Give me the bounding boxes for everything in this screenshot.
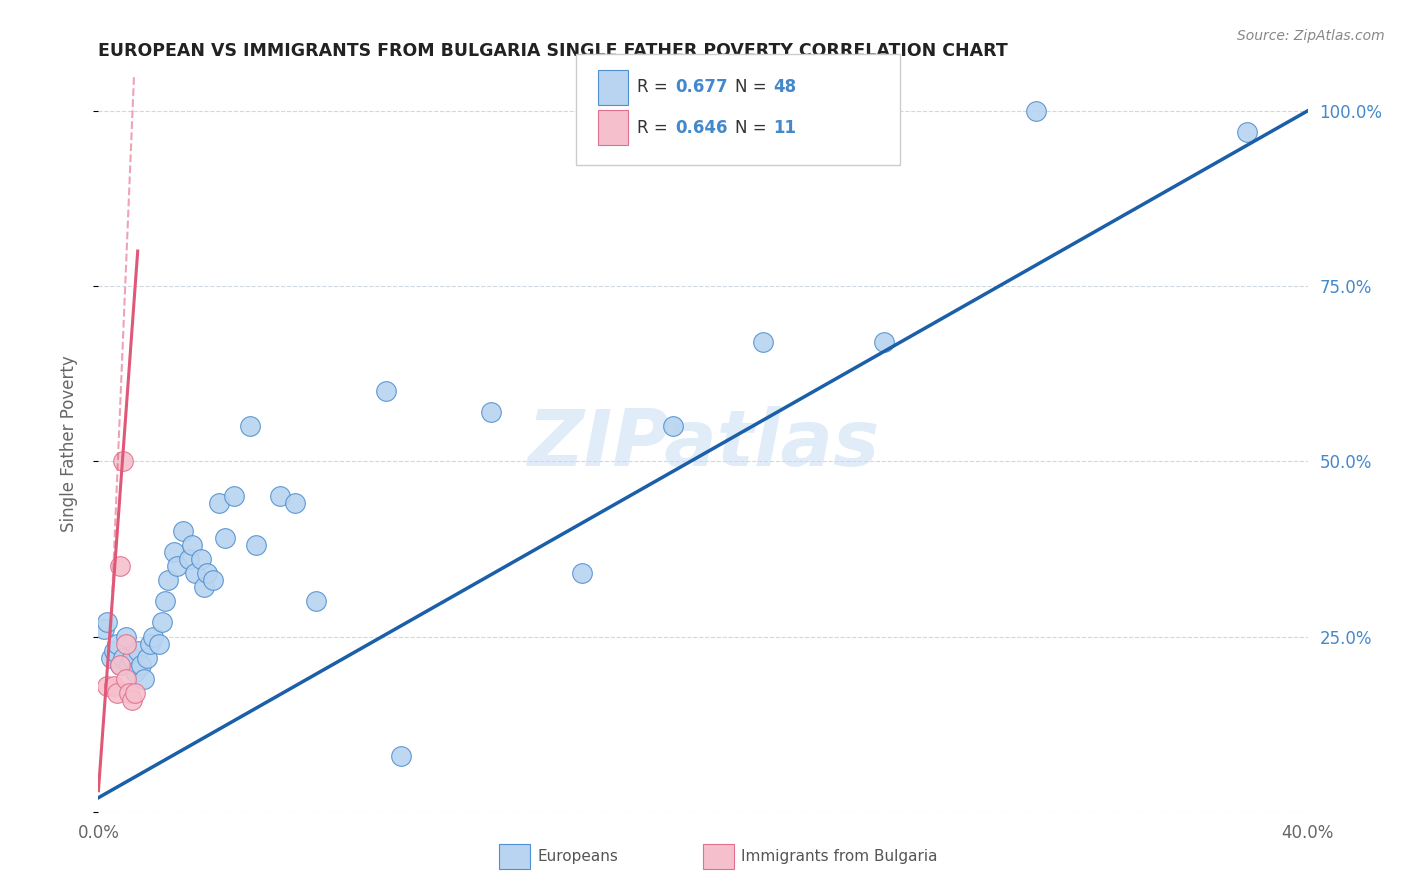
Point xyxy=(153,594,176,608)
Point xyxy=(245,538,267,552)
Point xyxy=(571,566,593,581)
Point xyxy=(150,615,173,630)
Point xyxy=(179,552,201,566)
Text: Immigrants from Bulgaria: Immigrants from Bulgaria xyxy=(741,849,938,863)
Point xyxy=(100,650,122,665)
Point xyxy=(873,335,896,350)
Point xyxy=(181,538,204,552)
Text: N =: N = xyxy=(735,119,772,136)
Point xyxy=(105,685,128,699)
Point xyxy=(202,574,225,588)
Text: N =: N = xyxy=(735,78,772,96)
Point xyxy=(114,672,136,686)
Point xyxy=(752,335,775,350)
Point xyxy=(214,532,236,546)
Point xyxy=(184,566,207,581)
Point xyxy=(166,559,188,574)
Point xyxy=(96,615,118,630)
Text: 11: 11 xyxy=(773,119,796,136)
Point xyxy=(142,630,165,644)
Point xyxy=(103,679,125,693)
Point xyxy=(239,419,262,434)
Point xyxy=(114,636,136,650)
Point xyxy=(105,636,128,650)
Point xyxy=(156,574,179,588)
Point xyxy=(389,748,412,763)
Point xyxy=(118,657,141,672)
Text: 0.646: 0.646 xyxy=(675,119,727,136)
Point xyxy=(1236,125,1258,139)
Point xyxy=(129,657,152,672)
Point xyxy=(195,566,218,581)
Text: Source: ZipAtlas.com: Source: ZipAtlas.com xyxy=(1237,29,1385,43)
Point xyxy=(190,552,212,566)
Point xyxy=(135,650,157,665)
Text: ZIPatlas: ZIPatlas xyxy=(527,406,879,482)
Point xyxy=(114,630,136,644)
Point xyxy=(481,405,503,419)
Point xyxy=(108,657,131,672)
Point xyxy=(121,692,143,706)
Point xyxy=(193,581,215,595)
Point xyxy=(224,489,246,503)
Point xyxy=(305,594,328,608)
Text: EUROPEAN VS IMMIGRANTS FROM BULGARIA SINGLE FATHER POVERTY CORRELATION CHART: EUROPEAN VS IMMIGRANTS FROM BULGARIA SIN… xyxy=(98,43,1008,61)
Point xyxy=(103,643,125,657)
Text: 48: 48 xyxy=(773,78,796,96)
Point xyxy=(108,657,131,672)
Point xyxy=(124,665,146,679)
Point xyxy=(124,685,146,699)
Point xyxy=(127,643,149,657)
Point xyxy=(208,496,231,510)
Point xyxy=(96,679,118,693)
Point xyxy=(93,623,115,637)
Point xyxy=(111,454,134,468)
Point xyxy=(1024,103,1046,118)
Point xyxy=(284,496,307,510)
Point xyxy=(108,559,131,574)
Point xyxy=(374,384,396,399)
Point xyxy=(148,636,170,650)
Point xyxy=(172,524,194,539)
Text: R =: R = xyxy=(637,119,673,136)
Point xyxy=(132,672,155,686)
Text: R =: R = xyxy=(637,78,673,96)
Point xyxy=(139,636,162,650)
Text: Europeans: Europeans xyxy=(537,849,619,863)
Point xyxy=(661,419,683,434)
Y-axis label: Single Father Poverty: Single Father Poverty xyxy=(59,355,77,533)
Point xyxy=(163,545,186,559)
Point xyxy=(111,650,134,665)
Point xyxy=(118,685,141,699)
Point xyxy=(269,489,291,503)
Text: 0.677: 0.677 xyxy=(675,78,727,96)
Point xyxy=(121,650,143,665)
